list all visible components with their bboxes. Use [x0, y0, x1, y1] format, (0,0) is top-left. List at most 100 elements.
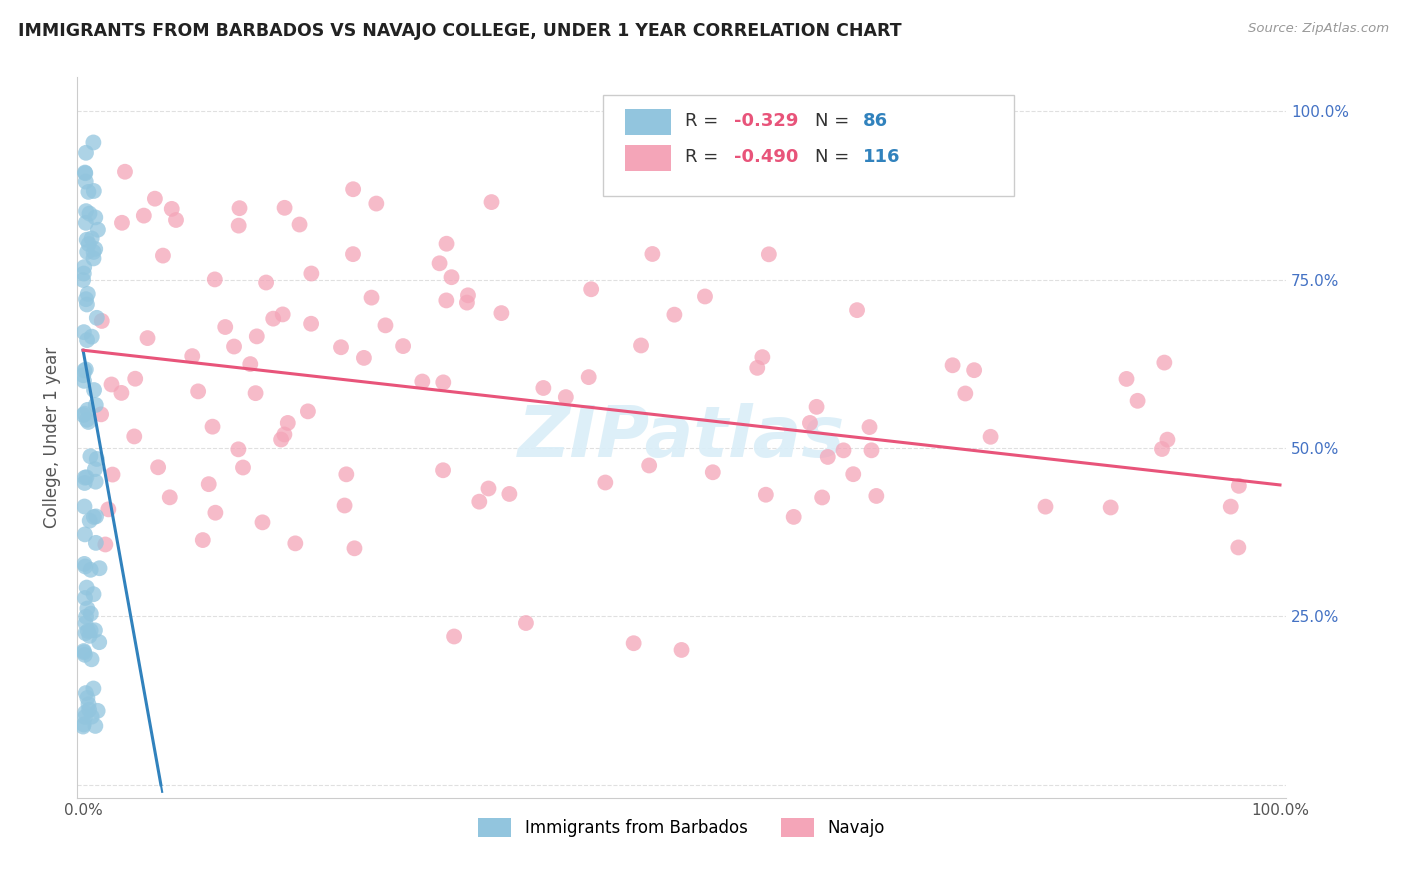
Point — [432, 463, 454, 477]
Point — [79, 563, 101, 577]
Point — [76, 624, 98, 638]
Point — [277, 416, 299, 430]
Point — [146, 460, 169, 475]
Point — [73, 374, 96, 388]
Point — [865, 489, 887, 503]
Point — [181, 349, 204, 363]
Point — [86, 452, 108, 467]
Point — [73, 717, 96, 731]
Point — [73, 645, 96, 659]
Point — [100, 377, 122, 392]
Text: N =: N = — [814, 148, 855, 167]
Point — [554, 390, 576, 404]
Point — [83, 383, 105, 397]
Point — [101, 467, 124, 482]
Point — [84, 509, 107, 524]
Point — [498, 487, 520, 501]
Point — [299, 267, 322, 281]
Point — [232, 460, 254, 475]
Point — [1219, 500, 1241, 514]
Point — [75, 470, 97, 484]
Point — [72, 273, 94, 287]
Point — [191, 533, 214, 547]
Point — [515, 615, 537, 630]
Point — [73, 591, 96, 605]
Point — [457, 288, 479, 302]
Point — [80, 231, 103, 245]
Point — [353, 351, 375, 365]
Point — [76, 233, 98, 247]
Point — [132, 209, 155, 223]
Point — [204, 272, 226, 286]
Text: R =: R = — [685, 112, 724, 130]
Point — [97, 502, 120, 516]
Point — [579, 282, 602, 296]
Point — [623, 636, 645, 650]
Text: -0.490: -0.490 — [734, 148, 797, 167]
Point — [136, 331, 159, 345]
Point — [72, 368, 94, 383]
Point — [84, 462, 107, 476]
Point — [80, 709, 103, 723]
Point — [75, 204, 97, 219]
Point — [799, 416, 821, 430]
Point — [73, 500, 96, 514]
Point — [1150, 442, 1173, 456]
Text: R =: R = — [685, 148, 724, 167]
Text: 86: 86 — [863, 112, 889, 130]
Point — [187, 384, 209, 399]
Point — [491, 306, 513, 320]
Point — [273, 201, 295, 215]
Point — [72, 720, 94, 734]
Point — [76, 402, 98, 417]
Point — [246, 329, 269, 343]
Point — [630, 338, 652, 352]
Point — [702, 465, 724, 479]
Point — [858, 420, 880, 434]
Point — [1126, 393, 1149, 408]
Point — [111, 216, 134, 230]
Text: IMMIGRANTS FROM BARBADOS VS NAVAJO COLLEGE, UNDER 1 YEAR CORRELATION CHART: IMMIGRANTS FROM BARBADOS VS NAVAJO COLLE… — [18, 22, 901, 40]
Point — [73, 260, 96, 274]
Point — [143, 192, 166, 206]
Point — [152, 249, 174, 263]
Point — [86, 704, 108, 718]
Point — [83, 184, 105, 198]
Point — [73, 325, 96, 339]
Point — [758, 247, 780, 261]
Point — [90, 408, 112, 422]
Legend: Immigrants from Barbados, Navajo: Immigrants from Barbados, Navajo — [471, 812, 891, 844]
Point — [671, 643, 693, 657]
Point — [79, 450, 101, 464]
Point — [124, 372, 146, 386]
Point — [94, 537, 117, 551]
Point — [86, 310, 108, 325]
Point — [239, 357, 262, 371]
Point — [83, 510, 105, 524]
Point — [360, 291, 382, 305]
Point — [751, 350, 773, 364]
Point — [782, 509, 804, 524]
Point — [271, 307, 294, 321]
Point — [77, 698, 100, 712]
Point — [252, 516, 274, 530]
Text: N =: N = — [814, 112, 855, 130]
Point — [747, 360, 769, 375]
Point — [1035, 500, 1057, 514]
Point — [73, 470, 96, 484]
Point — [228, 219, 250, 233]
Point — [817, 450, 839, 464]
FancyBboxPatch shape — [603, 95, 1014, 196]
Point — [222, 339, 245, 353]
Point — [273, 427, 295, 442]
Point — [75, 216, 97, 230]
Point — [262, 311, 284, 326]
Point — [297, 404, 319, 418]
Point — [832, 443, 855, 458]
Point — [165, 213, 187, 227]
Point — [595, 475, 617, 490]
Point — [73, 710, 96, 724]
Point — [76, 601, 98, 615]
Point — [75, 362, 97, 376]
Point — [73, 557, 96, 571]
